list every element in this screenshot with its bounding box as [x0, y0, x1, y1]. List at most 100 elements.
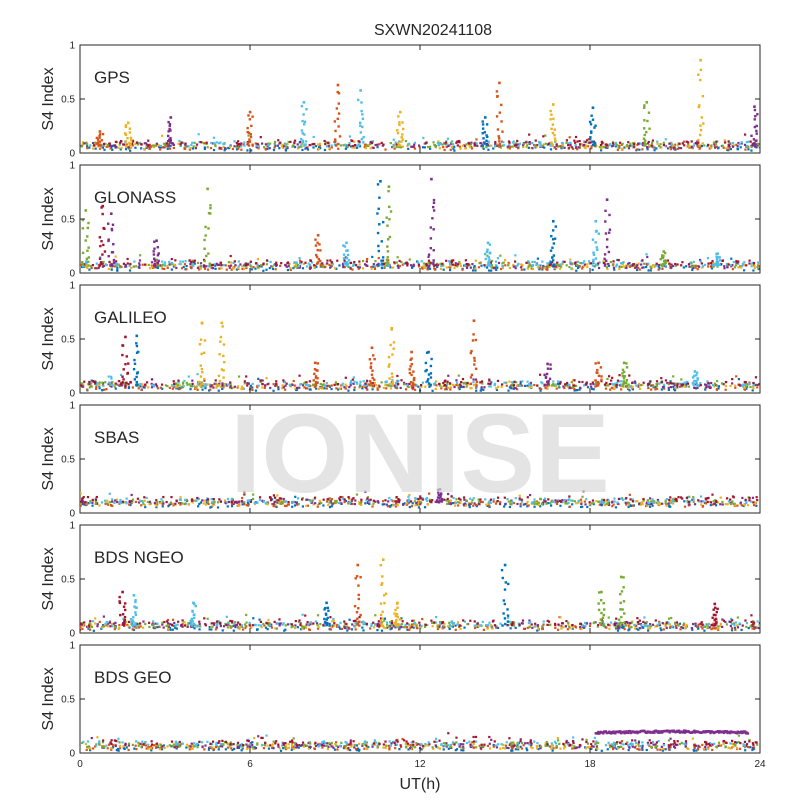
data-point	[132, 628, 135, 632]
data-point	[716, 384, 719, 387]
data-point	[514, 387, 517, 390]
data-point	[703, 383, 707, 386]
data-point	[690, 140, 693, 143]
spike-point	[439, 492, 443, 495]
data-point	[86, 264, 89, 267]
data-point	[616, 501, 619, 504]
data-point	[124, 265, 127, 268]
data-point	[638, 502, 641, 505]
data-point	[309, 385, 312, 388]
spike-point	[699, 124, 702, 127]
data-point	[713, 142, 716, 146]
spike-point	[753, 108, 757, 112]
data-point	[335, 499, 338, 502]
data-point	[400, 260, 403, 264]
data-point	[451, 145, 454, 149]
data-point	[386, 384, 389, 387]
spike-point	[432, 262, 435, 265]
spike-point	[376, 212, 379, 215]
data-point	[159, 501, 162, 505]
data-point	[651, 498, 654, 501]
data-point	[694, 264, 697, 267]
spike-point	[408, 371, 412, 375]
data-point	[576, 148, 579, 151]
data-point	[81, 501, 84, 504]
data-point	[266, 147, 269, 151]
spike-point	[605, 259, 608, 262]
data-point	[109, 625, 112, 628]
data-point	[488, 379, 491, 382]
data-point	[293, 501, 296, 504]
data-point	[304, 626, 308, 629]
data-point	[447, 386, 450, 389]
data-point	[424, 385, 427, 388]
data-point	[346, 629, 349, 632]
spike-point	[470, 373, 474, 377]
data-point	[664, 624, 667, 628]
spike-point	[643, 106, 646, 109]
data-point	[481, 146, 484, 149]
spike-point	[124, 124, 128, 127]
data-point	[330, 384, 333, 387]
data-point	[163, 267, 166, 271]
data-point	[745, 501, 748, 505]
data-point	[671, 145, 674, 148]
data-point	[86, 495, 90, 499]
y-tick-label: 0	[69, 269, 75, 280]
data-point	[229, 254, 232, 258]
data-point	[311, 143, 314, 146]
data-point	[599, 503, 602, 506]
data-point	[622, 498, 625, 501]
data-point	[328, 498, 331, 502]
data-point	[666, 147, 670, 150]
data-point	[721, 618, 724, 621]
data-point	[488, 504, 491, 507]
data-point	[544, 134, 547, 137]
data-point	[235, 268, 239, 271]
spike-point	[552, 242, 556, 245]
data-point	[461, 268, 464, 271]
spike-point	[102, 243, 105, 247]
data-point	[736, 147, 739, 150]
data-point	[646, 503, 649, 506]
data-point	[606, 502, 609, 505]
data-point	[114, 621, 117, 624]
data-point	[393, 143, 397, 146]
data-point	[139, 254, 142, 257]
data-point	[554, 499, 557, 502]
data-point	[679, 628, 682, 631]
data-point	[496, 379, 500, 383]
spike-point	[701, 142, 704, 145]
data-point	[557, 385, 560, 388]
data-point	[628, 389, 631, 392]
spike-point	[208, 264, 212, 267]
data-point	[708, 626, 711, 629]
data-point	[140, 147, 143, 150]
data-point	[177, 381, 180, 384]
data-point	[447, 500, 450, 503]
data-point	[442, 382, 445, 385]
data-point	[455, 383, 458, 387]
data-point	[564, 383, 567, 386]
spike-point	[622, 383, 625, 386]
data-point	[282, 379, 285, 382]
spike-point	[335, 107, 339, 110]
data-point	[343, 500, 346, 504]
data-point	[562, 385, 565, 388]
data-point	[385, 387, 388, 390]
data-point	[224, 264, 227, 267]
data-point	[640, 263, 643, 266]
data-point	[427, 266, 430, 269]
data-point	[310, 623, 313, 626]
data-point	[161, 500, 164, 503]
data-point	[547, 143, 550, 146]
data-point	[215, 386, 218, 389]
data-point	[318, 144, 321, 147]
data-point	[754, 626, 757, 629]
spike-peak	[472, 319, 476, 323]
data-point	[669, 145, 672, 149]
data-point	[230, 268, 233, 271]
data-point	[163, 264, 166, 267]
data-point	[300, 382, 303, 386]
